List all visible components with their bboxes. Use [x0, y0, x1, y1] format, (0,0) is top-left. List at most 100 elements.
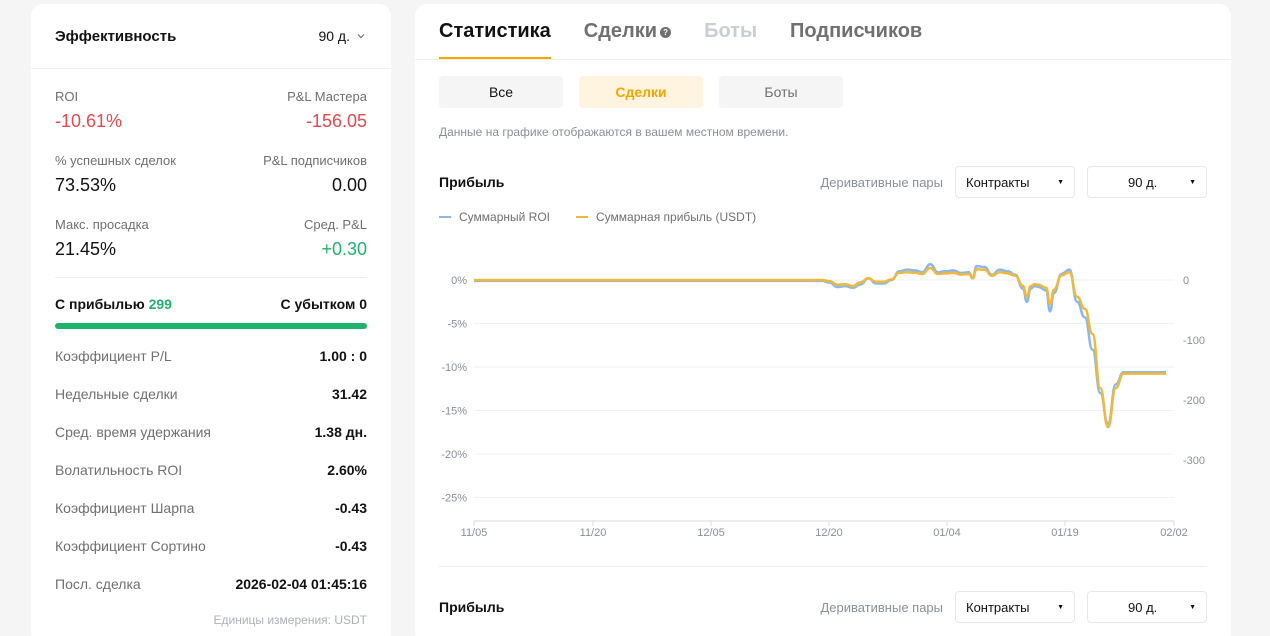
- legend-swatch: [439, 216, 451, 218]
- stat-value: -0.43: [335, 538, 367, 554]
- profit-chart: 0% -5% -10% -15% -20% -25% 0 -100 -200 -300 11/05 1…: [441, 263, 1205, 539]
- tab-followers[interactable]: Подписчиков: [790, 4, 922, 59]
- performance-title: Эффективность: [55, 27, 177, 45]
- metric-row: Макс. просадка 21.45% Сред. P&L +0.30: [55, 216, 367, 280]
- legend-label: Суммарная прибыль (USDT): [596, 210, 757, 224]
- derivatives-label: Деривативные пары: [820, 599, 943, 615]
- y-left-tick-label: -15%: [441, 406, 467, 418]
- dropdown-value: 90 д.: [1128, 599, 1158, 615]
- legend-item-roi[interactable]: Суммарный ROI: [439, 210, 550, 224]
- help-icon[interactable]: ?: [660, 27, 672, 38]
- x-tick-label: 01/04: [933, 527, 961, 539]
- stat-label: Волатильность ROI: [55, 462, 183, 478]
- stats-panel: Статистика Сделки? Боты Подписчиков Все …: [415, 4, 1231, 636]
- chart-header-2: Прибыль Деривативные пары Контракты ▼ 90 …: [439, 591, 1207, 623]
- metrics-grid: ROI -10.61% P&L Мастера -156.05 % успешн…: [55, 88, 367, 280]
- tab-label: Статистика: [439, 20, 551, 42]
- filter-tabs: Все Сделки Боты: [439, 76, 843, 108]
- metric-value: -10.61%: [55, 111, 123, 131]
- stat-value: 2.60%: [327, 462, 367, 478]
- contracts-dropdown[interactable]: Контракты ▼: [955, 166, 1075, 198]
- metric-value: 21.45%: [55, 239, 117, 259]
- x-tick-label: 11/05: [461, 527, 488, 539]
- stat-row: Волатильность ROI 2.60%: [55, 462, 367, 500]
- stat-label: Коэффициент P/L: [55, 348, 172, 364]
- chart-title: Прибыль: [439, 599, 505, 615]
- y-right-tick-label: 0: [1183, 275, 1189, 287]
- divider: [55, 277, 367, 278]
- legend-swatch: [576, 216, 589, 218]
- tab-label: Подписчиков: [790, 20, 923, 42]
- dropdown-value: Контракты: [966, 599, 1030, 615]
- contracts-dropdown[interactable]: Контракты ▼: [955, 591, 1075, 623]
- stat-row: Коэффициент Сортино -0.43: [55, 538, 367, 576]
- period-value: 90 д.: [318, 28, 350, 44]
- stat-value: 1.00 : 0: [319, 348, 367, 364]
- stat-row: Коэффициент P/L 1.00 : 0: [55, 348, 367, 386]
- y-left-tick-label: 0%: [451, 275, 467, 287]
- loss-label: С убытком: [280, 296, 356, 312]
- divider: [439, 566, 1207, 567]
- chart-legend: Суммарный ROI Суммарная прибыль (USDT): [439, 210, 756, 224]
- loss-count: 0: [359, 296, 367, 312]
- y-left-tick-label: -10%: [441, 362, 467, 374]
- caret-down-icon: ▼: [1057, 603, 1064, 611]
- stat-label: Коэффициент Сортино: [55, 538, 206, 554]
- filter-trades[interactable]: Сделки: [579, 76, 703, 108]
- legend-item-pnl[interactable]: Суммарная прибыль (USDT): [576, 210, 756, 224]
- tab-label: Сделки: [583, 20, 658, 42]
- metric-value: -156.05: [305, 111, 367, 131]
- y-left-tick-label: -20%: [441, 449, 467, 461]
- x-tick-label: 02/02: [1160, 527, 1188, 539]
- tab-bots[interactable]: Боты: [704, 4, 757, 59]
- tab-statistics[interactable]: Статистика: [439, 4, 551, 59]
- caret-down-icon: ▼: [1189, 603, 1196, 611]
- series-line-roi: [474, 263, 1166, 425]
- x-tick-label: 12/05: [697, 527, 725, 539]
- metric-value: 0.00: [331, 175, 367, 195]
- main-tabs: Статистика Сделки? Боты Подписчиков: [415, 4, 1231, 60]
- chevron-down-icon: [357, 34, 365, 39]
- period-selector[interactable]: 90 д.: [318, 28, 366, 44]
- filter-all[interactable]: Все: [439, 76, 563, 108]
- win-loss-summary: С прибылью 299 С убытком 0: [55, 296, 367, 312]
- dropdown-value: Контракты: [966, 174, 1030, 190]
- filter-bots[interactable]: Боты: [719, 76, 843, 108]
- stat-label: Посл. сделка: [55, 576, 141, 592]
- metric-max-drawdown: Макс. просадка 21.45%: [55, 216, 149, 280]
- tab-trades[interactable]: Сделки?: [583, 4, 672, 59]
- metric-value: 73.53%: [55, 175, 117, 195]
- metric-label: Сред. P&L: [304, 217, 367, 232]
- metric-win-rate: % успешных сделок 73.53%: [55, 152, 176, 216]
- period-dropdown[interactable]: 90 д. ▼: [1087, 166, 1207, 198]
- units-note: Единицы измерения: USDT: [213, 613, 367, 627]
- legend-label: Суммарный ROI: [459, 210, 551, 224]
- metric-label: % успешных сделок: [55, 153, 176, 168]
- stat-row: Сред. время удержания 1.38 дн.: [55, 424, 367, 462]
- stat-value: 2026-02-04 01:45:16: [235, 576, 367, 592]
- metric-row: ROI -10.61% P&L Мастера -156.05: [55, 88, 367, 152]
- stat-value: 1.38 дн.: [314, 424, 367, 440]
- tab-label: Боты: [704, 20, 758, 42]
- stat-row: Посл. сделка 2026-02-04 01:45:16: [55, 576, 367, 614]
- performance-panel: Эффективность 90 д. ROI -10.61% P&L Маст…: [31, 4, 391, 636]
- performance-header: Эффективность 90 д.: [31, 4, 391, 69]
- stat-label: Сред. время удержания: [55, 424, 211, 440]
- metric-label: P&L Мастера: [287, 89, 367, 104]
- metric-follower-pnl: P&L подписчиков 0.00: [263, 152, 367, 216]
- y-left-tick-label: -25%: [441, 493, 467, 505]
- chart-title: Прибыль: [439, 174, 505, 190]
- metric-row: % успешных сделок 73.53% P&L подписчиков…: [55, 152, 367, 216]
- win-label: С прибылью: [55, 296, 145, 312]
- period-dropdown[interactable]: 90 д. ▼: [1087, 591, 1207, 623]
- stat-value: -0.43: [335, 500, 367, 516]
- chart-controls: Деривативные пары Контракты ▼ 90 д. ▼: [820, 166, 1207, 198]
- stat-label: Коэффициент Шарпа: [55, 500, 195, 516]
- stat-label: Недельные сделки: [55, 386, 178, 402]
- x-tick-label: 12/20: [815, 527, 843, 539]
- win-summary: С прибылью 299: [55, 296, 172, 312]
- metric-avg-pnl: Сред. P&L +0.30: [304, 216, 367, 280]
- dropdown-value: 90 д.: [1128, 174, 1158, 190]
- loss-summary: С убытком 0: [281, 296, 367, 312]
- stats-list: Коэффициент P/L 1.00 : 0 Недельные сделки…: [55, 348, 367, 614]
